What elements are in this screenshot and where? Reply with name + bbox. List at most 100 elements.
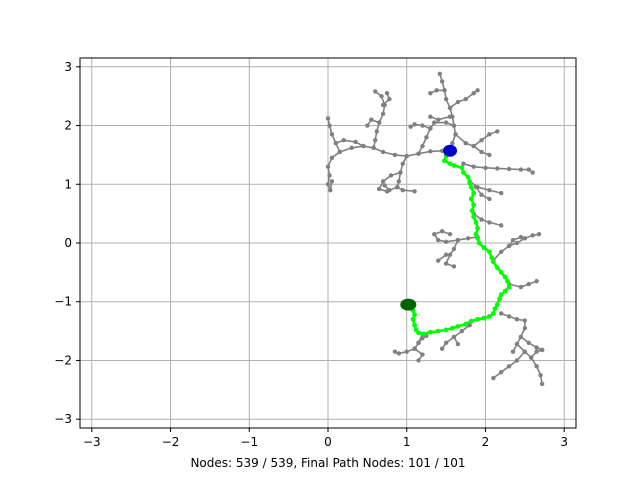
tree-node xyxy=(376,120,382,125)
tree-node xyxy=(443,340,449,346)
tree-node xyxy=(436,258,441,263)
tree-node xyxy=(510,349,516,354)
tree-node xyxy=(398,170,403,175)
y-tick-label: 0 xyxy=(64,236,72,250)
tree-node xyxy=(467,323,472,328)
tree-node xyxy=(534,364,539,369)
tree-node xyxy=(329,179,335,184)
tree-node xyxy=(465,236,471,241)
path-node xyxy=(476,240,482,246)
goal-marker xyxy=(400,298,417,311)
tree-node xyxy=(412,189,417,194)
path-node xyxy=(481,315,487,321)
path-node xyxy=(412,322,418,328)
y-tick-label: −1 xyxy=(54,295,72,309)
tree-node xyxy=(327,123,332,128)
path-node xyxy=(410,316,416,322)
tree-node xyxy=(442,88,447,93)
tree-node xyxy=(387,96,392,102)
path-node xyxy=(468,184,474,190)
tree-edges xyxy=(325,71,545,387)
tree-node xyxy=(487,220,492,225)
ticks: −3 −2 −1 0 1 2 3 −3 −2 −1 0 1 2 3 xyxy=(54,60,568,449)
tree-node xyxy=(443,252,449,257)
tree-node xyxy=(373,89,378,94)
tree-node xyxy=(420,352,425,357)
tree-node xyxy=(538,372,543,378)
tree-node xyxy=(408,124,413,129)
tree-node xyxy=(333,140,339,146)
path-node xyxy=(490,259,496,265)
tree-node xyxy=(471,143,476,149)
tree-node xyxy=(459,328,465,334)
tree-node xyxy=(483,165,488,171)
path-node xyxy=(471,190,477,196)
path-node xyxy=(506,284,512,290)
tree-node xyxy=(522,236,528,241)
tree-node xyxy=(329,132,335,137)
tree-node xyxy=(396,351,402,356)
tree-node xyxy=(416,358,421,363)
tree-node xyxy=(522,325,528,331)
y-tick-label: −2 xyxy=(54,353,72,367)
path-node xyxy=(486,314,492,319)
tree-node xyxy=(387,187,392,193)
path-node xyxy=(427,329,433,335)
tree-node xyxy=(487,132,492,137)
tree-node xyxy=(428,126,433,131)
tree-node xyxy=(499,370,504,375)
tree-node xyxy=(437,71,442,77)
path-node xyxy=(498,292,504,298)
tree-node xyxy=(404,153,409,159)
tree-node xyxy=(341,138,346,143)
path-node xyxy=(486,249,492,255)
path-node xyxy=(463,321,469,327)
tree-node xyxy=(534,278,539,284)
tree-node xyxy=(380,111,386,116)
tree-node xyxy=(325,182,331,187)
tree-node xyxy=(420,335,425,341)
tree-node xyxy=(479,192,484,198)
tree-node xyxy=(325,164,331,169)
tree-node xyxy=(329,155,335,161)
path-node xyxy=(465,174,471,180)
tree-node xyxy=(382,183,387,188)
path-node xyxy=(502,288,508,294)
tree-node xyxy=(526,167,531,172)
tree-node xyxy=(514,317,520,322)
path-node xyxy=(475,316,480,322)
y-tick-label: 3 xyxy=(64,60,72,74)
path-node xyxy=(467,180,473,186)
tree-node xyxy=(451,264,457,269)
tree-node xyxy=(487,152,492,158)
tree-node xyxy=(451,246,457,252)
path-node xyxy=(449,325,455,331)
tree-node xyxy=(443,239,449,245)
path-node xyxy=(412,312,418,318)
tree-node xyxy=(436,117,441,122)
tree-node xyxy=(506,166,512,172)
tree-node xyxy=(337,149,343,155)
tree-node xyxy=(365,123,370,128)
tree-node xyxy=(518,234,524,240)
x-tick-label: −1 xyxy=(240,435,258,449)
x-axis-label: Nodes: 539 / 539, Final Path Nodes: 101 … xyxy=(190,456,465,470)
path-node xyxy=(502,274,508,280)
tree-node xyxy=(479,149,484,155)
path-node xyxy=(442,158,447,164)
tree-node xyxy=(506,243,512,249)
tree-node xyxy=(443,120,449,125)
path-node xyxy=(489,255,495,261)
tree-branch xyxy=(410,123,431,130)
tree-node xyxy=(374,129,380,134)
tree-node xyxy=(325,116,331,121)
tree-node xyxy=(473,185,479,190)
path-node xyxy=(505,278,510,284)
tree-node xyxy=(455,99,461,105)
x-tick-label: 0 xyxy=(324,435,332,449)
y-tick-label: 2 xyxy=(64,119,72,133)
tree-node xyxy=(384,91,390,96)
tree-node xyxy=(447,105,453,111)
tree-node xyxy=(412,122,417,127)
